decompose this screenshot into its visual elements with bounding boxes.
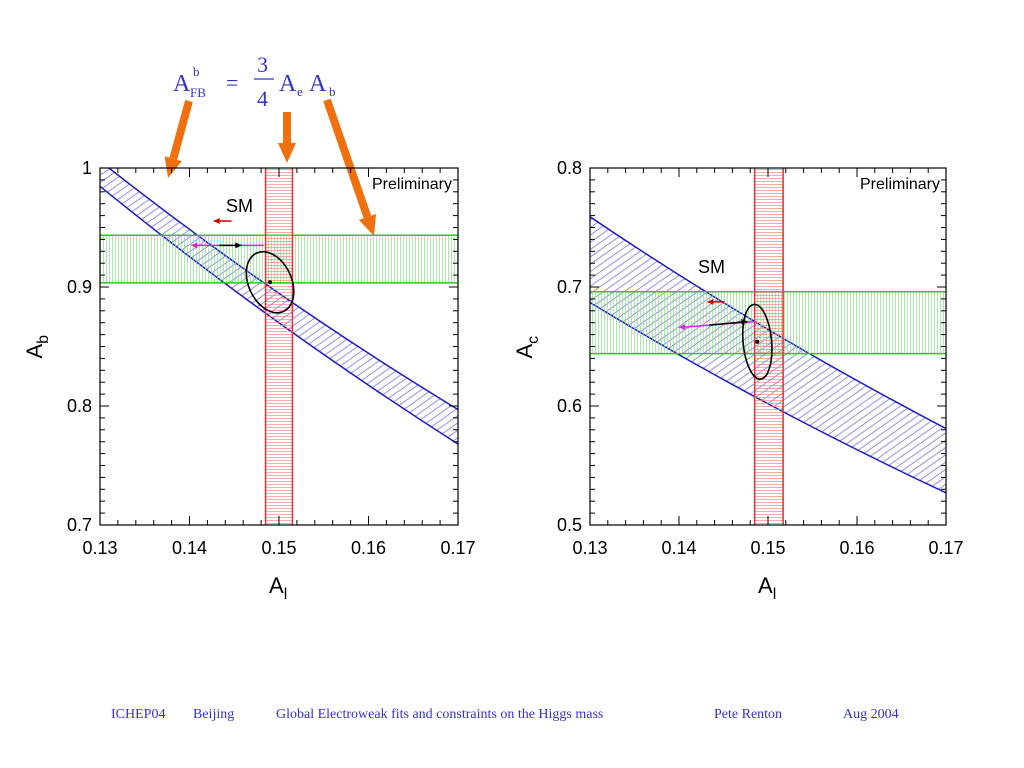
formula-lhs-main: A [173, 71, 191, 97]
orange-pointer-arrow [278, 112, 296, 163]
x-tick-label: 0.17 [440, 538, 475, 558]
chart-ab-vs-al: 0.13 0.14 0.15 0.16 0.17 0.7 0.8 0.9 1 Al Ab Prelim… [22, 158, 476, 603]
y-tick-label: 1 [82, 158, 92, 178]
x-tick-label: 0.16 [351, 538, 386, 558]
fit-ellipse [741, 303, 773, 380]
formula-equals: = [226, 70, 238, 95]
formula-term2-main: A [309, 71, 327, 97]
y-tick-label: 0.7 [67, 515, 92, 535]
fit-point [268, 280, 273, 285]
x-tick-label: 0.13 [572, 538, 607, 558]
formula-afb: A b FB = 3 4 A e A b [173, 52, 336, 111]
formula-term1-sub: e [297, 84, 303, 99]
preliminary-label: Preliminary [860, 176, 940, 193]
formula-denominator: 4 [257, 86, 268, 111]
formula-term1-main: A [279, 71, 297, 97]
footer-author: Pete Renton [714, 707, 783, 722]
orange-pointer-arrow [323, 98, 376, 236]
x-tick-label: 0.14 [172, 538, 207, 558]
y-tick-label: 0.9 [67, 277, 92, 297]
footer: ICHEP04 Beijing Global Electroweak fits … [0, 707, 1024, 727]
plot-area [100, 168, 458, 525]
sm-arrow [219, 242, 242, 249]
formula-numerator: 3 [257, 52, 268, 77]
sm-arrow [707, 298, 725, 305]
x-tick-label: 0.14 [661, 538, 696, 558]
x-tick-label: 0.15 [261, 538, 296, 558]
x-axis-label: Al [758, 573, 776, 603]
sm-label: SM [698, 257, 725, 277]
x-tick-label: 0.16 [839, 538, 874, 558]
footer-title: Global Electroweak fits and constraints … [276, 707, 604, 722]
y-tick-label: 0.7 [557, 277, 582, 297]
y-tick-label: 0.6 [557, 396, 582, 416]
y-tick-label: 0.8 [557, 158, 582, 178]
diagonal-band-lower-edge [100, 185, 458, 445]
vertical-band-fill [754, 168, 784, 525]
x-tick-label: 0.15 [750, 538, 785, 558]
y-tick-label: 0.5 [557, 515, 582, 535]
footer-date: Aug 2004 [843, 707, 899, 722]
fit-point [755, 339, 760, 344]
pointer-arrows [164, 98, 376, 236]
preliminary-label: Preliminary [372, 176, 452, 193]
plot-area [590, 168, 946, 525]
sm-label: SM [226, 196, 253, 216]
sm-arrow [213, 217, 232, 224]
formula-lhs-sup: b [193, 64, 200, 79]
orange-pointer-arrow [164, 99, 193, 178]
x-axis-label: Al [269, 573, 287, 603]
x-tick-label: 0.13 [82, 538, 117, 558]
formula-lhs-sub: FB [190, 85, 206, 100]
fit-ellipse [245, 250, 295, 314]
formula-term2-sub: b [329, 84, 336, 99]
footer-conference: ICHEP04 [111, 707, 166, 722]
chart-ac-vs-al: 0.13 0.14 0.15 0.16 0.17 0.5 0.6 0.7 0.8 Al Ac Prel… [512, 158, 964, 603]
y-tick-label: 0.8 [67, 396, 92, 416]
footer-city: Beijing [193, 707, 235, 722]
y-axis-label: Ac [512, 336, 542, 359]
y-axis-label: Ab [22, 335, 52, 359]
vertical-band-fill [265, 168, 293, 525]
x-tick-label: 0.17 [928, 538, 963, 558]
sm-arrow [709, 319, 748, 326]
